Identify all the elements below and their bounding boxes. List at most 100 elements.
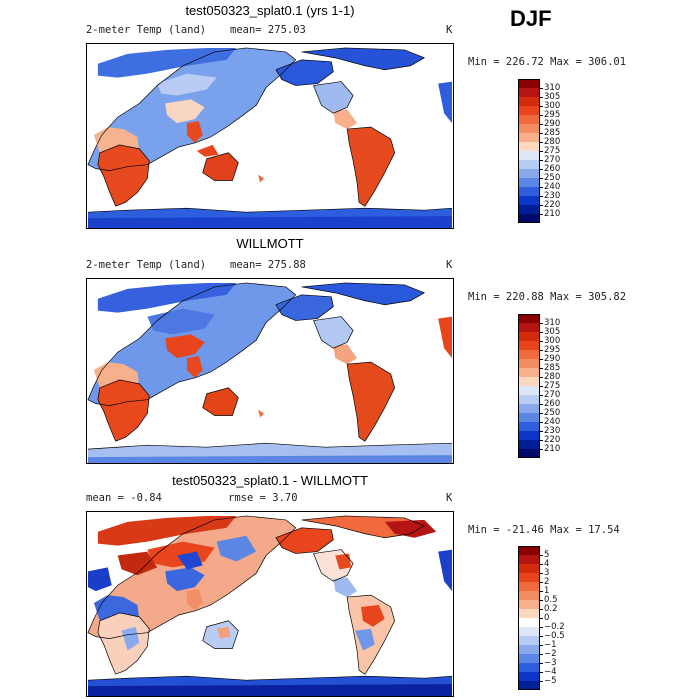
colorbar-tick-mark: [540, 386, 543, 387]
colorbar-swatch: [518, 546, 540, 555]
colorbar-tick-label: 0.5: [544, 594, 558, 605]
colorbar-tick-label: 310: [544, 317, 561, 328]
colorbar-swatch: [518, 196, 540, 205]
colorbar-tick-mark: [540, 564, 543, 565]
colorbar-tick-mark: [540, 359, 543, 360]
colorbar-tick-mark: [540, 681, 543, 682]
colorbar-swatch: [518, 205, 540, 214]
colorbar-tick-mark: [540, 97, 543, 98]
panel-2-map-graphic: [87, 282, 453, 463]
colorbar-swatch: [518, 449, 540, 458]
colorbar-tick-label: 275: [544, 145, 561, 156]
colorbar-tick-label: 300: [544, 335, 561, 346]
colorbar-tick-label: −5: [544, 675, 557, 686]
colorbar-tick-label: 250: [544, 172, 561, 183]
colorbar-tick-mark: [540, 214, 543, 215]
colorbar-tick-label: 295: [544, 344, 561, 355]
colorbar-swatch: [518, 214, 540, 223]
colorbar-swatch: [518, 178, 540, 187]
colorbar-tick-label: −0.5: [544, 630, 565, 641]
colorbar-tick-mark: [540, 160, 543, 161]
colorbar-tick-mark: [540, 124, 543, 125]
colorbar-tick-label: −4: [544, 666, 557, 677]
colorbar-swatch: [518, 654, 540, 663]
colorbar-swatch: [518, 187, 540, 196]
colorbar-tick-mark: [540, 151, 543, 152]
colorbar-swatch: [518, 645, 540, 654]
colorbar-swatch: [518, 600, 540, 609]
colorbar-tick-mark: [540, 645, 543, 646]
colorbar-tick-label: 0.2: [544, 603, 558, 614]
colorbar-swatch: [518, 115, 540, 124]
colorbar-tick-mark: [540, 395, 543, 396]
colorbar-tick-label: 285: [544, 362, 561, 373]
colorbar-tick-mark: [540, 573, 543, 574]
colorbar-tick-label: 4: [544, 558, 550, 569]
colorbar-tick-mark: [540, 600, 543, 601]
colorbar-tick-mark: [540, 187, 543, 188]
colorbar-swatch: [518, 609, 540, 618]
panel-1-mean: mean= 275.03: [230, 24, 306, 36]
colorbar-tick-label: 1: [544, 585, 550, 596]
colorbar-tick-mark: [540, 440, 543, 441]
colorbar-swatch: [518, 573, 540, 582]
colorbar-tick-label: −1: [544, 639, 557, 650]
colorbar-swatch: [518, 377, 540, 386]
colorbar-tick-mark: [540, 106, 543, 107]
colorbar-tick-label: 5: [544, 549, 550, 560]
colorbar-swatch: [518, 431, 540, 440]
colorbar-tick-mark: [540, 431, 543, 432]
colorbar-tick-mark: [540, 636, 543, 637]
colorbar-tick-label: 0: [544, 612, 550, 623]
colorbar-tick-mark: [540, 169, 543, 170]
colorbar-swatch: [518, 151, 540, 160]
colorbar-swatch: [518, 88, 540, 97]
colorbar-swatch: [518, 591, 540, 600]
colorbar-tick-label: 300: [544, 100, 561, 111]
panel-3-mean: mean = -0.84: [86, 492, 162, 504]
season-label: DJF: [510, 6, 552, 31]
colorbar-swatch: [518, 160, 540, 169]
colorbar-swatch: [518, 440, 540, 449]
colorbar-tick-mark: [540, 350, 543, 351]
panel-1-title: test050323_splat0.1 (yrs 1-1): [185, 3, 355, 18]
colorbar-swatch: [518, 404, 540, 413]
colorbar-swatch: [518, 133, 540, 142]
colorbar-swatch: [518, 681, 540, 690]
colorbar-tick-label: 270: [544, 154, 561, 165]
colorbar-swatch: [518, 332, 540, 341]
panel-3-map-graphic: [87, 515, 453, 696]
colorbar-tick-label: 3: [544, 567, 550, 578]
colorbar-tick-mark: [540, 115, 543, 116]
panel-2-units: K: [446, 259, 453, 271]
panel-3-map: [86, 511, 454, 697]
colorbar-tick-label: 290: [544, 118, 561, 129]
colorbar-tick-mark: [540, 422, 543, 423]
colorbar-tick-label: 260: [544, 163, 561, 174]
colorbar-swatch: [518, 672, 540, 681]
colorbar-tick-label: 270: [544, 389, 561, 400]
colorbar-swatch: [518, 636, 540, 645]
colorbar-tick-label: 275: [544, 380, 561, 391]
colorbar-tick-mark: [540, 672, 543, 673]
colorbar-tick-mark: [540, 582, 543, 583]
colorbar-swatch: [518, 413, 540, 422]
colorbar-tick-label: 210: [544, 443, 561, 454]
colorbar-tick-mark: [540, 133, 543, 134]
colorbar-tick-label: 250: [544, 407, 561, 418]
colorbar-tick-mark: [540, 196, 543, 197]
colorbar-tick-mark: [540, 205, 543, 206]
colorbar-tick-mark: [540, 618, 543, 619]
colorbar-swatch: [518, 582, 540, 591]
colorbar-tick-label: 2: [544, 576, 550, 587]
colorbar-tick-label: 290: [544, 353, 561, 364]
panel-2-minmax: Min = 220.88 Max = 305.82: [468, 291, 627, 303]
colorbar-swatch: [518, 663, 540, 672]
panel-2-title: WILLMOTT: [236, 236, 304, 251]
colorbar-tick-label: 260: [544, 398, 561, 409]
panel-3-units: K: [446, 492, 453, 504]
colorbar-tick-label: −0.2: [544, 621, 565, 632]
colorbar-tick-label: 280: [544, 136, 561, 147]
colorbar-tick-mark: [540, 449, 543, 450]
colorbar-tick-mark: [540, 404, 543, 405]
